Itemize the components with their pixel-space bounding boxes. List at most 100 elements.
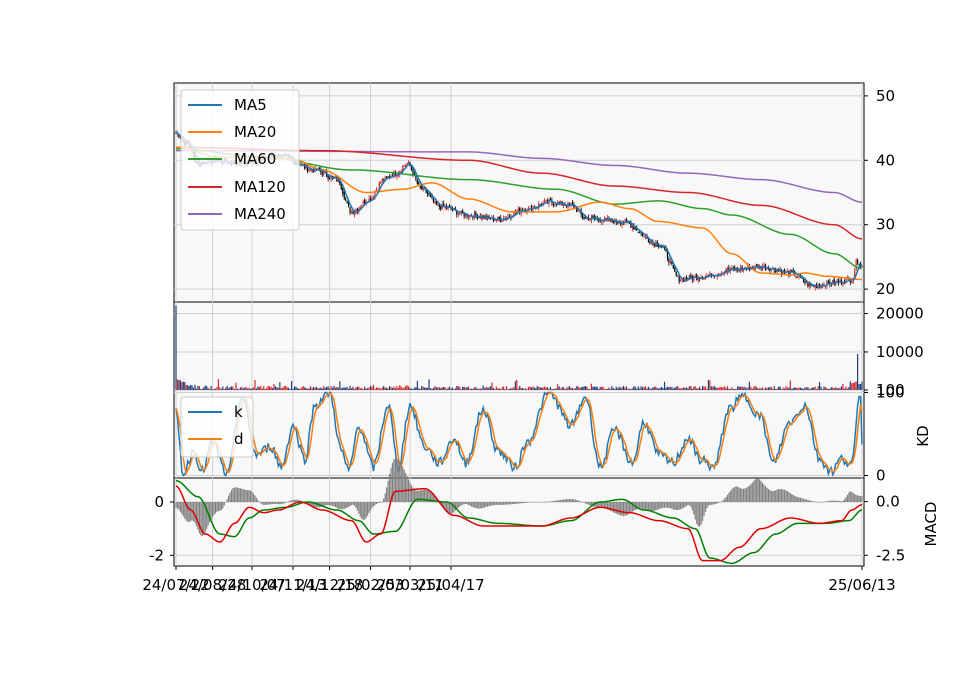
volume-bar [778, 386, 780, 390]
volume-bar [814, 386, 816, 390]
candle-body [429, 194, 432, 197]
macd-hist-bar [263, 502, 265, 505]
volume-bar [656, 388, 658, 390]
macd-dif-line [175, 485, 863, 562]
volume-bar [627, 389, 629, 390]
macd-hist-bar [476, 502, 478, 509]
macd-hist-bar [739, 488, 742, 502]
macd-hist-bar [552, 500, 554, 502]
macd-hist-bar [621, 502, 623, 516]
macd-hist-bar [507, 502, 509, 505]
candle-body [356, 209, 358, 212]
volume-bar [435, 387, 437, 390]
volume-bar [460, 388, 462, 390]
volume-bar [514, 381, 516, 390]
volume-bar [214, 388, 217, 390]
volume-bar [605, 388, 607, 390]
volume-bar [248, 387, 250, 390]
macd-hist-bar [775, 490, 777, 502]
macd-hist-bar [650, 502, 652, 511]
macd-hist-bar [526, 502, 528, 503]
candle-body [359, 206, 361, 209]
macd-hist-bar [517, 502, 519, 504]
candle-body [494, 220, 496, 222]
candle-body [482, 215, 484, 219]
macd-hist-bar [707, 502, 710, 506]
macd-hist-bar [685, 502, 688, 507]
macd-hist-bar [219, 502, 221, 511]
volume-bar [719, 386, 721, 390]
volume-bar [611, 386, 613, 390]
candle-body [410, 166, 413, 170]
volume-bar [680, 388, 682, 390]
candle-body [707, 274, 710, 276]
volume-bar [469, 388, 471, 390]
volume-bar [327, 386, 329, 390]
volume-bar [289, 389, 291, 390]
macd-hist-bar [824, 501, 827, 502]
candle-body [380, 181, 382, 184]
macd-hist-bar [286, 501, 288, 503]
macd-hist-bar [574, 499, 576, 502]
volume-bar [266, 387, 268, 390]
macd-hist-bar [701, 502, 704, 522]
volume-bar [383, 385, 385, 390]
macd-hist-bar [818, 502, 821, 503]
candle-body [761, 266, 764, 271]
macd-hist-bar [792, 495, 794, 502]
candle-body [308, 169, 310, 172]
volume-bar [293, 386, 296, 390]
volume-bar [732, 389, 734, 390]
macd-hist-bar [429, 492, 432, 502]
price-legend: MA5 MA20 MA60 MA120 MA240 [180, 89, 300, 231]
volume-bar [244, 387, 246, 390]
volume-bar [492, 387, 495, 390]
candle-body [321, 172, 323, 175]
candle-body [571, 202, 573, 205]
volume-bar [696, 388, 698, 390]
volume-bar [586, 386, 588, 390]
macd-hist-bar [248, 490, 250, 502]
macd-hist-bar [415, 490, 417, 502]
volume-bar [314, 387, 316, 390]
candle-body [756, 264, 758, 266]
volume-bar [257, 386, 259, 390]
macd-hist-bar [794, 495, 796, 502]
macd-hist-bar [185, 502, 187, 521]
candle-body [400, 171, 402, 172]
volume-bar [290, 381, 293, 390]
macd-hist-bar [489, 502, 492, 506]
volume-bar [324, 387, 326, 390]
volume-bar [308, 388, 310, 390]
volume-bar [846, 388, 848, 390]
candle-body [413, 173, 416, 175]
volume-bar [646, 388, 648, 390]
volume-bar [757, 388, 759, 390]
volume-bar [694, 386, 696, 390]
volume-bar [241, 386, 243, 390]
candle-body [577, 210, 579, 212]
macd-hist-bar [810, 500, 812, 502]
kd-ytick-label: 0 [876, 467, 886, 485]
macd-hist-bar [859, 496, 862, 502]
volume-bar [552, 389, 554, 390]
macd-hist-bar [282, 502, 284, 504]
macd-hist-bar [459, 502, 461, 507]
macd-hist-bar [510, 502, 512, 505]
macd-hist-bar [782, 489, 784, 502]
macd-hist-bar [492, 502, 495, 506]
macd-hist-bar [840, 501, 843, 502]
candle-body [851, 282, 853, 284]
macd-hist-bar [333, 502, 335, 507]
volume-bar [498, 388, 500, 390]
x-tick-label: 24/12/18 [296, 576, 363, 594]
volume-bar [333, 385, 335, 390]
macd-hist-bar [582, 502, 584, 503]
volume-bar [369, 385, 372, 390]
volume-bar [621, 387, 623, 390]
candle-body [361, 204, 363, 207]
macd-hist-bar [555, 500, 557, 502]
macd-hist-bar [457, 502, 459, 508]
volume-bar [367, 388, 369, 390]
volume-bar [833, 388, 835, 390]
